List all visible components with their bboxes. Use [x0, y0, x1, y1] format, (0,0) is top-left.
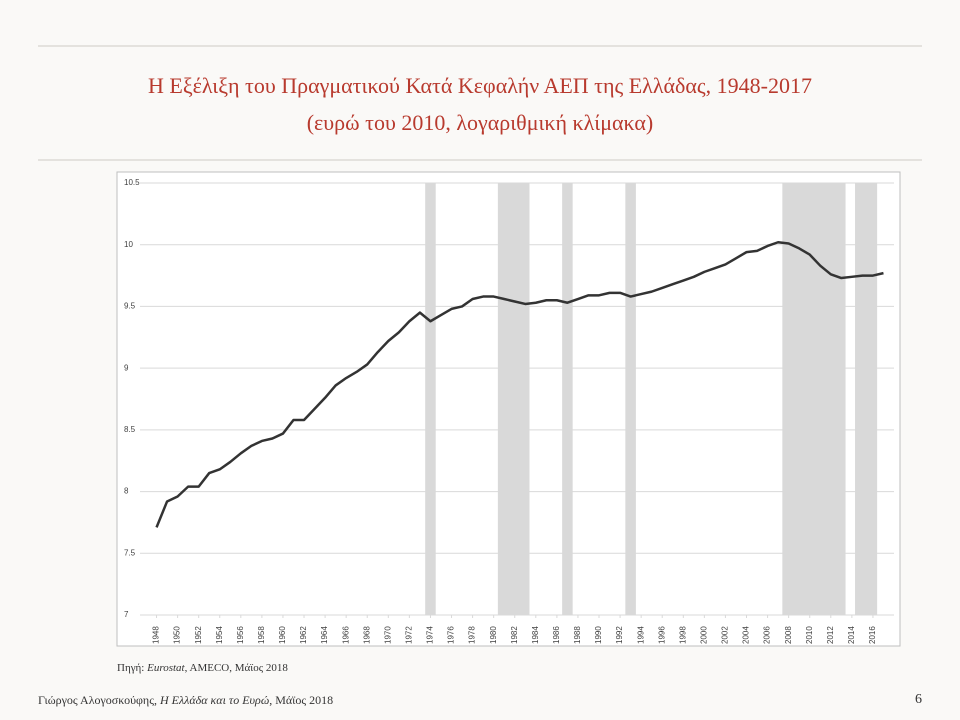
- x-tick-label: 1982: [510, 626, 519, 644]
- x-tick-label: 1960: [278, 626, 287, 644]
- x-tick-label: 2008: [784, 626, 793, 644]
- footer-book: Η Ελλάδα και το Ευρώ: [159, 693, 269, 707]
- x-tick-label: 1974: [426, 626, 435, 644]
- x-tick-label: 1988: [573, 626, 582, 644]
- x-tick-label: 1968: [362, 626, 371, 644]
- x-tick-label: 1986: [552, 626, 561, 644]
- y-tick-label: 7.5: [124, 548, 136, 557]
- x-tick-label: 1972: [404, 626, 413, 644]
- x-tick-label: 2010: [805, 626, 814, 644]
- recession-band: [782, 183, 846, 615]
- x-tick-label: 1956: [236, 626, 245, 644]
- recession-band: [562, 183, 573, 615]
- x-tick-label: 2002: [721, 626, 730, 644]
- x-tick-label: 1996: [657, 626, 666, 644]
- x-tick-label: 1998: [678, 626, 687, 644]
- plot: 7 7.5 8 8.5 9 9.5 10 10.5 1948 1950 1952 1954 1956 19…: [124, 178, 894, 644]
- footer-author: Γιώργος Αλογοσκούφης,: [38, 693, 160, 707]
- x-tick-label: 1950: [173, 626, 182, 644]
- x-tick-label: 1994: [636, 626, 645, 644]
- x-tick-label: 1980: [489, 626, 498, 644]
- x-tick-label: 1962: [299, 626, 308, 644]
- x-tick-label: 1964: [320, 626, 329, 644]
- x-tick-label: 2006: [763, 626, 772, 644]
- x-tick-label: 1970: [383, 626, 392, 644]
- source: Πηγή: Eurostat, AMECO, Μάϊος 2018: [117, 662, 288, 674]
- footer: Γιώργος Αλογοσκούφης, Η Ελλάδα και το Ευ…: [38, 693, 333, 707]
- x-tick-label: 1958: [257, 626, 266, 644]
- x-tick-label: 1954: [215, 626, 224, 644]
- footer-date: , Μάϊος 2018: [269, 693, 333, 707]
- page-number: 6: [915, 692, 922, 707]
- x-tick-label: 1984: [531, 626, 540, 644]
- x-tick-label: 2014: [847, 626, 856, 644]
- recession-band: [625, 183, 636, 615]
- x-tick-label: 1978: [468, 626, 477, 644]
- x-tick-label: 2000: [699, 626, 708, 644]
- y-tick-label: 8.5: [124, 425, 136, 434]
- x-tick-label: 1948: [152, 626, 161, 644]
- source-italic: Eurostat: [146, 662, 185, 674]
- y-tick-label: 10.5: [124, 178, 140, 187]
- recession-band: [855, 183, 878, 615]
- x-tick-label: 1952: [194, 626, 203, 644]
- source-prefix: Πηγή:: [117, 662, 147, 674]
- data-line: [155, 240, 884, 528]
- chart-title: Η Εξέλιξη του Πραγματικού Κατά Κεφαλήν Α…: [148, 73, 812, 98]
- chart-subtitle: (ευρώ του 2010, λογαριθμική κλίμακα): [307, 110, 654, 135]
- y-tick-label: 10: [124, 240, 133, 249]
- x-tick-label: 1990: [594, 626, 603, 644]
- y-tick-label: 9.5: [124, 302, 136, 311]
- recession-band: [425, 183, 436, 615]
- source-rest: , AMECO, Μάϊος 2018: [185, 662, 289, 674]
- x-tick-label: 1976: [447, 626, 456, 644]
- x-tick-label: 2012: [826, 626, 835, 644]
- recession-band: [497, 183, 530, 615]
- y-tick-label: 8: [124, 487, 129, 496]
- y-tick-label: 7: [124, 610, 129, 619]
- x-tick-label: 2004: [742, 626, 751, 644]
- x-tick-label: 2016: [868, 626, 877, 644]
- x-tick-label: 1966: [341, 626, 350, 644]
- y-tick-label: 9: [124, 363, 129, 372]
- x-tick-label: 1992: [615, 626, 624, 644]
